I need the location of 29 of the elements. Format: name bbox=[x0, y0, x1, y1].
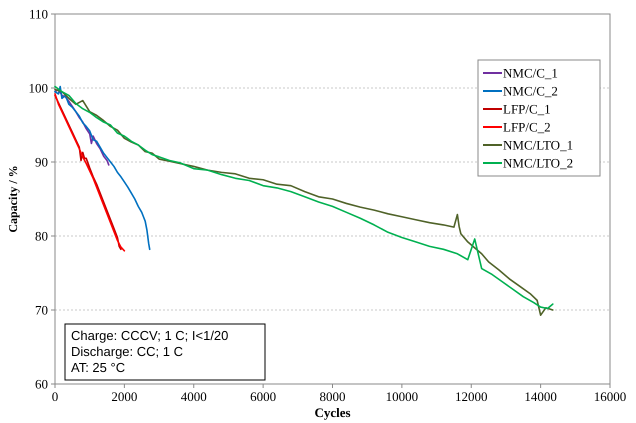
line-series bbox=[54, 88, 110, 166]
line-series bbox=[54, 86, 150, 250]
legend-label: LFP/C_2 bbox=[503, 120, 551, 134]
x-tick-label: 14000 bbox=[524, 389, 557, 404]
x-tick-label: 16000 bbox=[594, 389, 626, 404]
annotation: Discharge: CC; 1 C bbox=[71, 344, 183, 359]
annotation: AT: 25 °C bbox=[71, 360, 126, 375]
y-tick-label: 60 bbox=[35, 376, 48, 392]
x-tick-label: 12000 bbox=[455, 389, 488, 404]
x-tick-label: 10000 bbox=[386, 389, 418, 404]
y-tick-label: 70 bbox=[35, 302, 48, 318]
y-axis-title: Capacity / % bbox=[6, 165, 20, 233]
x-tick-label: 6000 bbox=[250, 389, 276, 404]
legend-label: NMC/LTO_2 bbox=[503, 156, 574, 170]
x-tick-label: 0 bbox=[52, 389, 58, 404]
legend-label: NMC/C_2 bbox=[503, 84, 558, 98]
legend-label: NMC/LTO_1 bbox=[503, 138, 574, 152]
x-axis-title: Cycles bbox=[314, 405, 351, 420]
legend-label: NMC/C_1 bbox=[503, 66, 558, 80]
x-tick-label: 8000 bbox=[320, 389, 346, 404]
y-tick-label: 110 bbox=[28, 6, 48, 22]
legend-label: LFP/C_1 bbox=[503, 102, 551, 116]
x-tick-label: 2000 bbox=[111, 389, 138, 404]
y-tick-label: 80 bbox=[35, 228, 48, 244]
note-box: Charge: CCCV; 1 C; I<1/20 Discharge: CC; 1 C AT: 25 °C bbox=[64, 324, 266, 380]
y-tick-label: 100 bbox=[28, 80, 48, 96]
y-tick-label: 90 bbox=[35, 154, 48, 170]
annotation: Charge: CCCV; 1 C; I<1/20 bbox=[71, 328, 228, 343]
x-tick-label: 4000 bbox=[180, 389, 207, 404]
